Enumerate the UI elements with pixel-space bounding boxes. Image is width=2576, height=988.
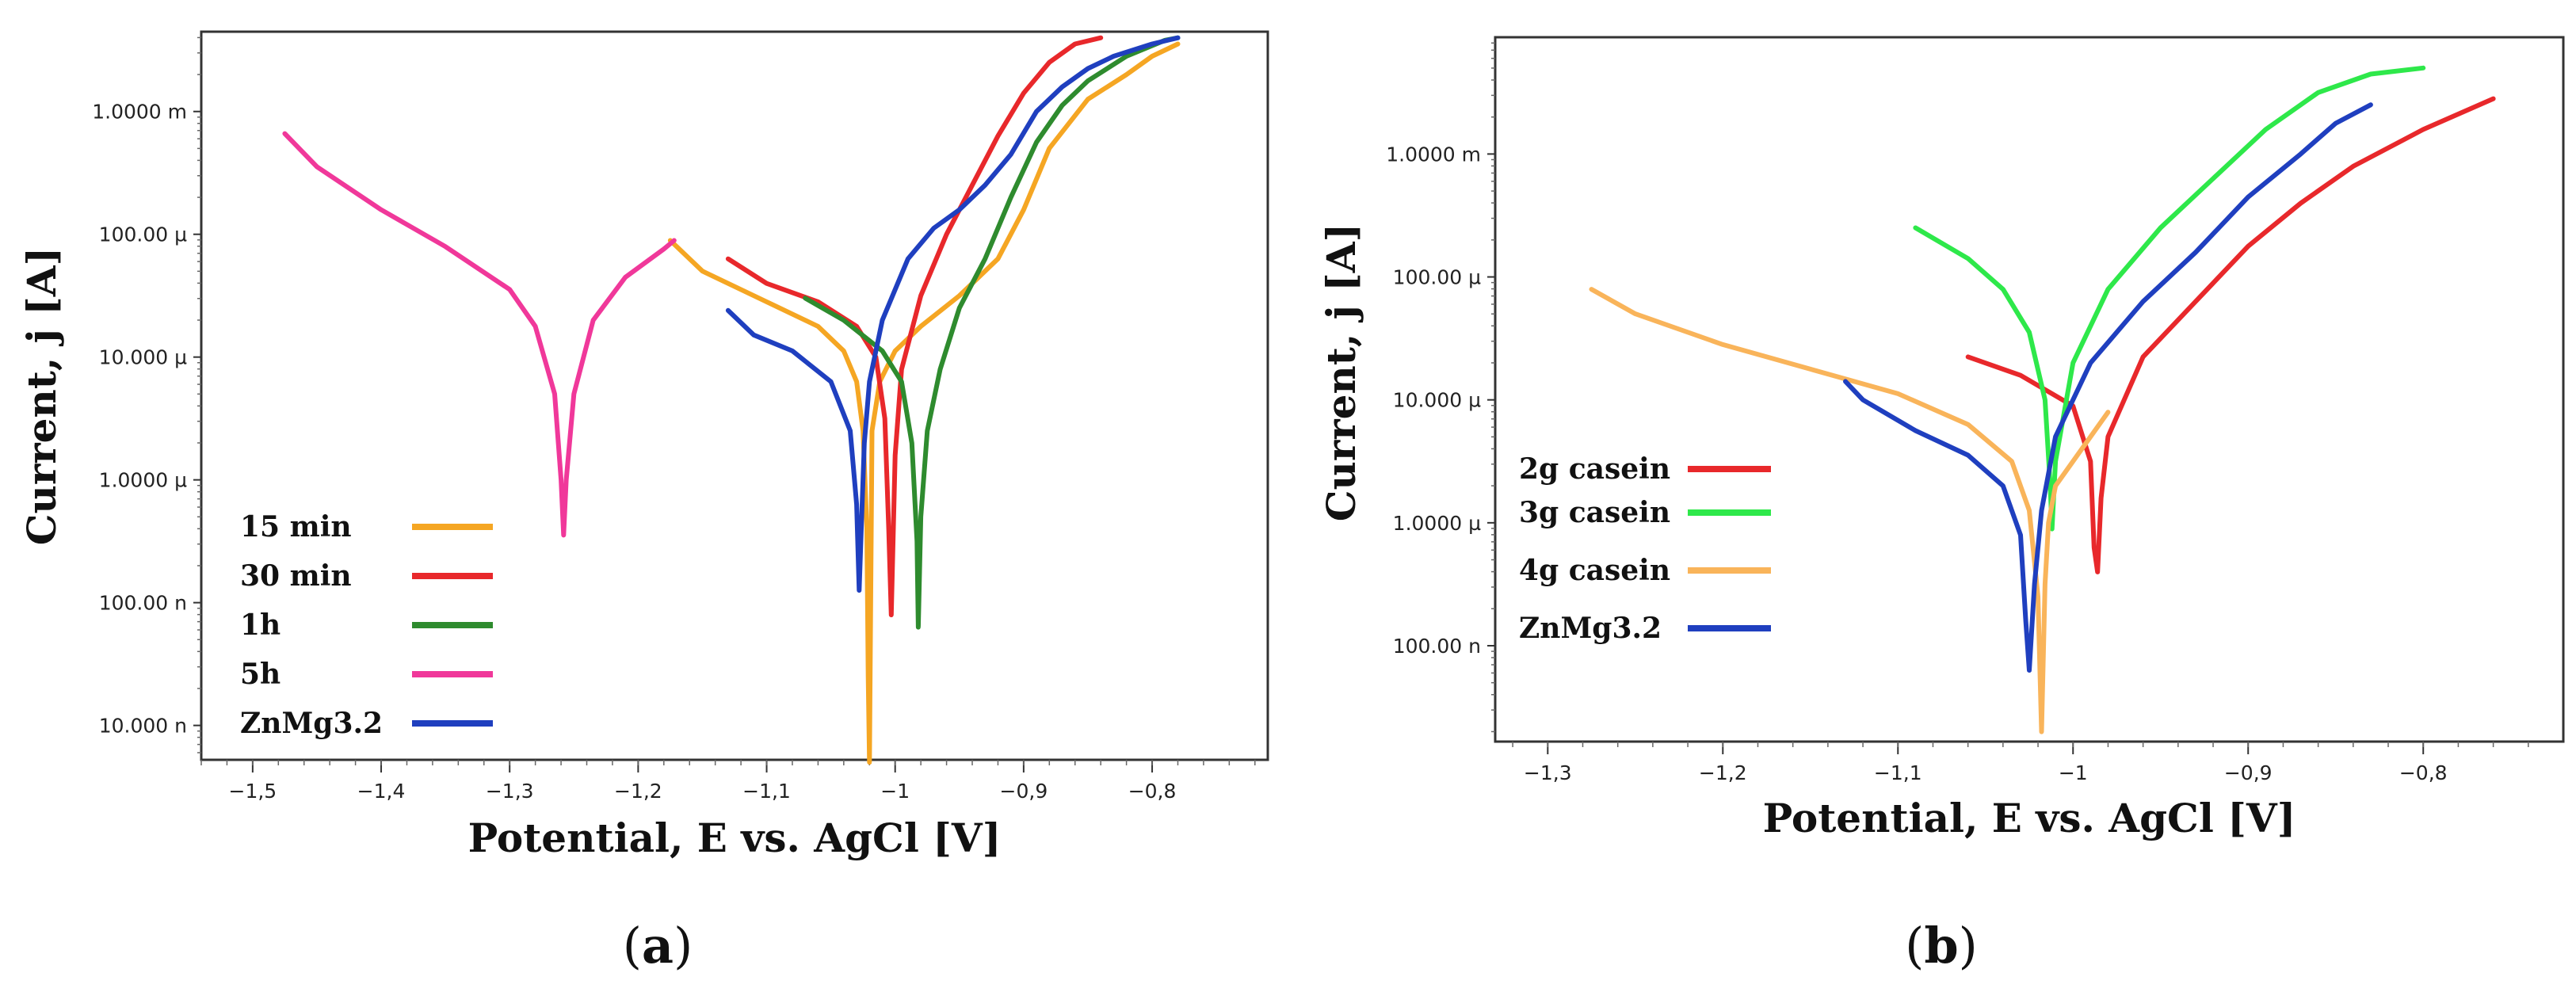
legend-b: 2g casein 3g casein 4g casein ZnMg3.2 (1519, 452, 1771, 645)
x-tick-label: −1,4 (357, 780, 406, 803)
y-tick-label: 100.00 n (1393, 635, 1481, 658)
legend-label: 1h (240, 608, 280, 642)
x-tick-label: −1,3 (486, 780, 534, 803)
y-axis-label-a: Current, j [A] (18, 247, 65, 546)
legend-label: 5h (240, 658, 280, 691)
legend-label: 15 min (240, 510, 352, 544)
plot-area-a (200, 30, 1269, 761)
x-ticks-a: −1,5 −1,4 −1,3 −1,2 −1,1 −1 −0,9 −0,8 (200, 760, 1256, 803)
x-tick-label: −0,9 (1000, 780, 1048, 803)
legend-a: 15 min 30 min 1h 5h ZnMg3.2 (240, 510, 493, 740)
series-lines-b (1589, 65, 2496, 734)
legend-label: ZnMg3.2 (240, 707, 383, 740)
x-tick-label: −1,1 (1874, 761, 1922, 784)
series-lines-a (282, 35, 1181, 765)
series-line-30-min (725, 35, 1104, 618)
y-tick-label: 1.0000 m (92, 101, 187, 124)
y-tick-label: 100.00 µ (1393, 266, 1481, 289)
panel-label-a-letter: a (642, 917, 674, 975)
x-tick-label: −0,9 (2224, 761, 2273, 784)
x-tick-label: −0,8 (2399, 761, 2448, 784)
series-line-znmg3-2 (725, 35, 1181, 593)
legend-label: 2g casein (1519, 452, 1670, 486)
x-tick-label: −0,8 (1128, 780, 1177, 803)
y-ticks-b: 1.0000 m 100.00 µ 10.000 µ 1.0000 µ 100.00 n (1386, 42, 1495, 733)
legend-label: 4g casein (1519, 554, 1670, 587)
legend-label: 30 min (240, 559, 352, 593)
x-ticks-b: −1,3 −1,2 −1,1 −1 −0,9 −0,8 (1512, 742, 2529, 784)
panel-label-b-letter: b (1924, 917, 1958, 975)
series-line-15-min (667, 41, 1181, 765)
x-tick-label: −1 (880, 780, 910, 803)
y-tick-label: 100.00 µ (99, 223, 187, 246)
y-tick-label: 1.0000 µ (1393, 512, 1481, 535)
x-axis-label-a: Potential, E vs. AgCl [V] (468, 814, 1002, 861)
y-tick-label: 10.000 n (99, 715, 187, 738)
series-line-3g-casein (1913, 65, 2426, 532)
x-tick-label: −1,3 (1524, 761, 1572, 784)
x-axis-label-b: Potential, E vs. AgCl [V] (1763, 795, 2296, 841)
plot-area-b (1494, 36, 2565, 743)
y-tick-label: 1.0000 m (1386, 143, 1481, 166)
series-line-znmg3-2 (1843, 102, 2373, 673)
y-axis-label-b: Current, j [A] (1318, 223, 1364, 522)
series-line-2g-casein (1965, 96, 2496, 574)
y-ticks-a: 1.0000 m 100.00 µ 10.000 µ 1.0000 µ 100.00 n… (92, 36, 201, 753)
x-tick-label: −1,2 (1699, 761, 1747, 784)
x-tick-label: −1,2 (614, 780, 662, 803)
chart-panel-a: −1,5 −1,4 −1,3 −1,2 −1,1 −1 −0,9 −0,8 1.0000 m1… (18, 30, 1269, 861)
panel-label-a: (a) (623, 917, 693, 975)
y-tick-label: 1.0000 µ (99, 469, 187, 492)
x-tick-label: −1,1 (742, 780, 791, 803)
y-tick-label: 10.000 µ (1393, 389, 1481, 412)
panel-label-b: (b) (1905, 917, 1978, 975)
x-tick-label: −1 (2059, 761, 2088, 784)
x-tick-label: −1,5 (229, 780, 277, 803)
series-line-1h (803, 35, 1181, 630)
series-line-4g-casein (1589, 287, 2111, 734)
legend-label: ZnMg3.2 (1519, 612, 1662, 645)
legend-label: 3g casein (1519, 496, 1670, 529)
y-tick-label: 10.000 µ (99, 346, 187, 369)
y-tick-label: 100.00 n (99, 592, 187, 615)
series-line-5h (282, 131, 677, 538)
